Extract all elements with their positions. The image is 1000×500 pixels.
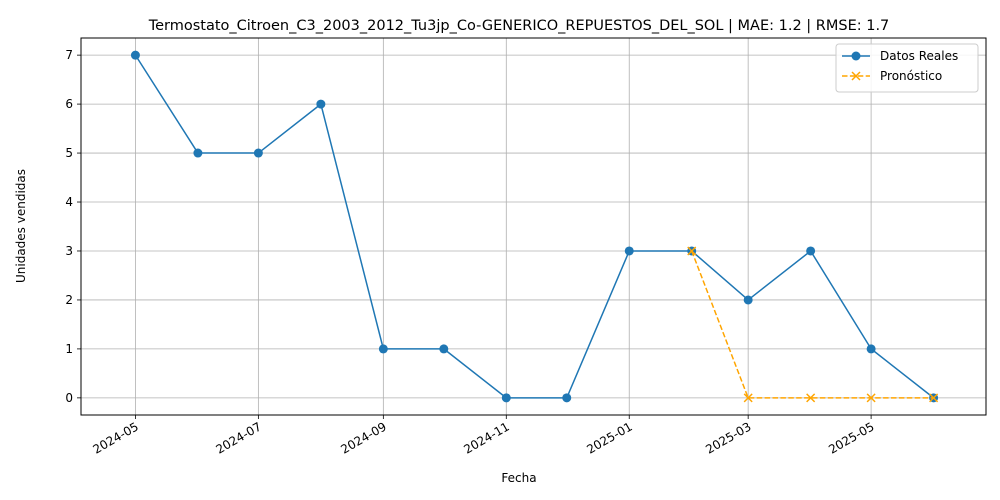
- data-point-datos-reales: [254, 149, 263, 158]
- data-point-datos-reales: [379, 344, 388, 353]
- y-tick-label: 4: [65, 195, 73, 209]
- data-point-datos-reales: [625, 246, 634, 255]
- data-point-datos-reales: [193, 149, 202, 158]
- y-tick-label: 6: [65, 97, 73, 111]
- data-point-datos-reales: [806, 246, 815, 255]
- data-point-datos-reales: [131, 51, 140, 60]
- y-tick-label: 0: [65, 391, 73, 405]
- y-axis-label: Unidades vendidas: [14, 169, 28, 283]
- chart-title: Termostato_Citroen_C3_2003_2012_Tu3jp_Co…: [148, 18, 890, 34]
- data-point-datos-reales: [316, 100, 325, 109]
- legend-label-datos-reales: Datos Reales: [880, 49, 958, 63]
- y-tick-label: 2: [65, 293, 73, 307]
- legend-marker-datos-reales: [852, 52, 861, 61]
- x-axis-label: Fecha: [501, 471, 536, 485]
- y-tick-label: 7: [65, 48, 73, 62]
- legend-label-pronostico: Pronóstico: [880, 69, 942, 83]
- legend: Datos Reales Pronóstico: [836, 44, 978, 92]
- data-point-datos-reales: [502, 393, 511, 402]
- y-tick-label: 1: [65, 342, 73, 356]
- data-point-datos-reales: [867, 344, 876, 353]
- data-point-datos-reales: [439, 344, 448, 353]
- data-point-datos-reales: [562, 393, 571, 402]
- y-tick-label: 5: [65, 146, 73, 160]
- y-tick-label: 3: [65, 244, 73, 258]
- data-point-datos-reales: [744, 295, 753, 304]
